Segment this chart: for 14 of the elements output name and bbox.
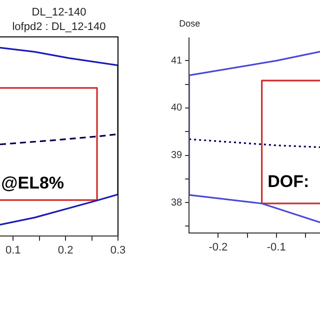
x-tick-label: 0.2	[58, 244, 74, 256]
y-tick-label: 39	[171, 150, 183, 162]
x-tick-label: 0.1	[5, 244, 21, 256]
chart-title: DL_12-140	[32, 6, 86, 19]
x-tick-label: -0.1	[266, 241, 286, 254]
y-tick-label: 40	[171, 102, 183, 114]
y-axis-title: Dose	[179, 18, 200, 28]
x-tick-label: 0.3	[110, 244, 126, 256]
chart-subtitle: lofpd2 : DL_12-140	[12, 20, 106, 33]
annotation: @EL8%	[1, 174, 64, 193]
annotation: DOF:	[268, 172, 310, 191]
y-tick-label: 38	[171, 197, 183, 208]
x-tick-label: -0.2	[208, 241, 228, 254]
y-tick-label: 41	[171, 55, 183, 66]
